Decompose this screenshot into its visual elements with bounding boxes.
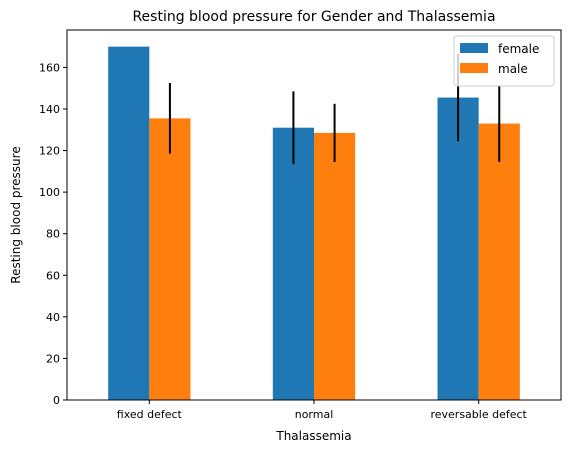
legend-label-male: male	[498, 62, 528, 76]
x-tick-label: reversable defect	[430, 408, 527, 421]
legend-swatch-male	[460, 63, 488, 73]
y-axis-label: Resting blood pressure	[9, 146, 23, 283]
legend-label-female: female	[498, 42, 539, 56]
y-tick-label: 40	[46, 311, 60, 324]
y-tick-label: 60	[46, 269, 60, 282]
chart-title: Resting blood pressure for Gender and Th…	[132, 9, 495, 25]
bar-male-1	[314, 132, 356, 400]
y-tick-label: 160	[39, 61, 60, 74]
y-tick-label: 140	[39, 103, 60, 116]
x-tick-label: normal	[295, 408, 334, 421]
bar-male-2	[478, 123, 520, 400]
y-tick-label: 80	[46, 228, 60, 241]
legend-swatch-female	[460, 43, 488, 53]
plot-frame	[66, 29, 562, 401]
plot-area: 0 20 40 60 80 100 120 140 160 fixed defect normal r…	[39, 29, 562, 421]
bar-male-0	[149, 118, 191, 400]
y-tick-label: 20	[46, 352, 60, 365]
x-tick-label: fixed defect	[117, 408, 183, 421]
bar-female-2	[437, 97, 479, 400]
bar-female-0	[108, 46, 150, 400]
x-axis-label: Thalassemia	[275, 429, 351, 443]
bar-female-1	[272, 127, 314, 400]
y-tick-label: 100	[39, 186, 60, 199]
y-tick-label: 120	[39, 145, 60, 158]
y-tick-label: 0	[53, 394, 60, 407]
